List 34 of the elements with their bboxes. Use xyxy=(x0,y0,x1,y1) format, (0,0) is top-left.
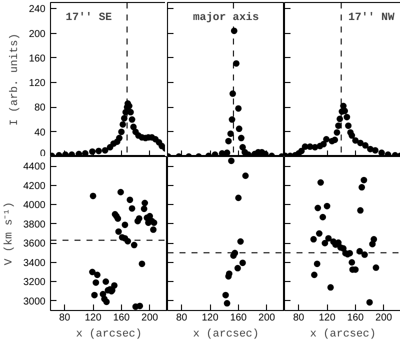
x-tick-label: 160 xyxy=(347,312,364,324)
x-tick-label: 160 xyxy=(113,312,130,324)
y-tick-label: 160 xyxy=(28,53,46,64)
x-tick-label: 120 xyxy=(84,312,102,324)
y-axis-title: I (arb. units) xyxy=(8,33,21,126)
text: major axis xyxy=(192,12,260,24)
y-tick-label: 120 xyxy=(28,78,46,90)
x-tick-label: 80 xyxy=(293,312,305,324)
y-tick-label: 200 xyxy=(28,28,46,40)
y-tick-label: 4400 xyxy=(23,162,46,173)
x-axis-title: x (arcsec) xyxy=(192,328,260,340)
x-tick-label: 80 xyxy=(176,312,188,324)
x-tick-label: 200 xyxy=(141,312,159,324)
y-tick-label: 3600 xyxy=(23,238,46,250)
y-tick-label: 3200 xyxy=(23,277,46,288)
x-tick-label: 120 xyxy=(202,312,219,324)
x-axis-title: x (arcsec) xyxy=(310,328,376,340)
x-tick-label: 160 xyxy=(230,312,248,324)
x-tick-label: 200 xyxy=(258,312,276,324)
x-tick-label: 80 xyxy=(59,312,71,324)
y-tick-label: 4000 xyxy=(23,200,46,212)
y-axis-title: V (km s⁻¹) xyxy=(3,202,16,266)
y-tick-label: 4200 xyxy=(23,180,46,192)
x-tick-label: 200 xyxy=(375,312,393,324)
y-tick-label: 240 xyxy=(28,4,46,16)
text: 17′′ SE xyxy=(66,12,112,24)
y-tick-label: 40 xyxy=(34,127,46,138)
y-tick-label: 80 xyxy=(34,102,46,114)
x-axis-title: x (arcsec) xyxy=(76,328,142,340)
text: 17′′ NW xyxy=(348,12,395,24)
y-tick-label: 3800 xyxy=(23,219,46,230)
y-tick-label: 3400 xyxy=(23,258,46,269)
x-tick-label: 120 xyxy=(318,312,336,324)
y-tick-label: 3000 xyxy=(23,296,46,308)
